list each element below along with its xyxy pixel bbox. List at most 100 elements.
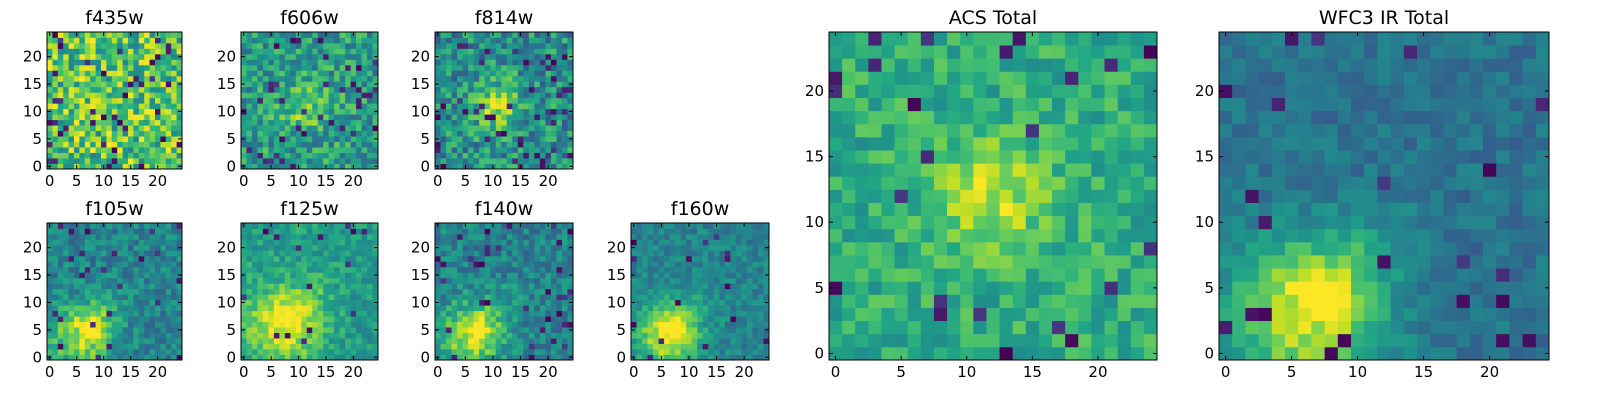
heatmap-cell: [550, 136, 557, 142]
heatmap-cell: [68, 70, 75, 77]
heatmap-cell: [323, 53, 330, 60]
heatmap-cell: [691, 233, 698, 240]
heatmap-cell: [350, 37, 357, 44]
heatmap-cell: [746, 327, 753, 333]
heatmap-cell: [279, 332, 286, 339]
heatmap-cell: [724, 223, 731, 229]
heatmap-cell: [367, 261, 373, 268]
heatmap-cell: [149, 81, 156, 88]
heatmap-cell: [479, 288, 486, 295]
heatmap-cell: [647, 250, 654, 257]
heatmap-cell: [284, 343, 291, 350]
heatmap-cell: [534, 277, 541, 284]
heatmap-cell: [501, 299, 508, 306]
heatmap-cell: [691, 305, 698, 312]
heatmap-cell: [63, 32, 69, 38]
heatmap-cell: [268, 272, 275, 279]
heatmap-cell: [719, 233, 726, 240]
heatmap-cell: [52, 244, 59, 251]
heatmap-cell: [484, 32, 491, 38]
heatmap-cell: [155, 92, 161, 99]
heatmap-cell: [495, 299, 502, 306]
heatmap-cell: [1143, 163, 1158, 177]
heatmap-cell: [691, 244, 698, 251]
heatmap-cell: [345, 228, 351, 235]
heatmap-cell: [1143, 281, 1158, 295]
heatmap-cell: [117, 64, 123, 71]
heatmap-cell: [451, 321, 458, 328]
heatmap-cell: [149, 299, 156, 306]
heatmap-cell: [730, 223, 737, 229]
heatmap-cell: [675, 332, 682, 339]
heatmap-cell: [84, 223, 91, 229]
heatmap-cell: [68, 321, 75, 328]
heatmap-cell: [301, 283, 308, 290]
heatmap-cell: [106, 283, 113, 290]
heatmap-cell: [128, 147, 134, 153]
heatmap-cell: [757, 316, 764, 323]
heatmap-cell: [457, 316, 463, 323]
heatmap-cell: [350, 233, 357, 240]
heatmap-cell: [367, 130, 373, 137]
heatmap-cell: [339, 321, 346, 328]
heatmap-cell: [122, 343, 129, 350]
heatmap-cell: [74, 92, 80, 99]
heatmap-cell: [95, 349, 102, 355]
heatmap-cell: [757, 277, 764, 284]
heatmap-cell: [57, 244, 64, 251]
heatmap-cell: [317, 152, 324, 159]
heatmap-cell: [171, 239, 177, 246]
heatmap-cell: [295, 81, 302, 88]
heatmap-cell: [165, 152, 172, 159]
heatmap-cell: [523, 64, 530, 71]
heatmap-cell: [273, 48, 280, 55]
heatmap-cell: [57, 332, 64, 339]
heatmap-cell: [262, 119, 269, 126]
heatmap-cell: [160, 310, 167, 317]
heatmap-cell: [84, 305, 91, 312]
heatmap-cell: [757, 255, 764, 262]
heatmap-cell: [561, 305, 568, 312]
heatmap-cell: [74, 81, 80, 88]
heatmap-cell: [160, 163, 167, 170]
heatmap-cell: [356, 327, 362, 333]
heatmap-cell: [446, 48, 452, 55]
heatmap-cell: [528, 81, 535, 88]
heatmap-cell: [550, 233, 557, 240]
heatmap-cell: [74, 349, 80, 355]
heatmap-cell: [101, 75, 107, 82]
heatmap-cell: [79, 272, 86, 279]
heatmap-cell: [74, 64, 80, 71]
heatmap-cell: [74, 97, 80, 104]
heatmap-cell: [440, 81, 447, 88]
heatmap-cell: [155, 288, 161, 295]
heatmap-cell: [528, 163, 535, 170]
heatmap-cell: [306, 147, 313, 153]
heatmap-cell: [561, 32, 568, 38]
heatmap-cell: [356, 75, 362, 82]
heatmap-cell: [517, 119, 524, 126]
heatmap-cell: [435, 97, 441, 104]
heatmap-cell: [350, 70, 357, 77]
heatmap-cell: [550, 70, 557, 77]
heatmap-cell: [973, 189, 987, 203]
heatmap-cell: [501, 244, 508, 251]
heatmap-cell: [556, 228, 563, 235]
heatmap-cell: [691, 283, 698, 290]
heatmap-cell: [484, 114, 491, 121]
heatmap-cell: [1143, 346, 1158, 361]
heatmap-cell: [262, 338, 269, 344]
heatmap-cell: [680, 244, 687, 251]
heatmap-cell: [451, 223, 458, 229]
y-tick-label: 15: [411, 266, 430, 284]
heatmap-cell: [328, 130, 335, 137]
heatmap-cell: [1052, 320, 1066, 335]
heatmap-cell: [262, 299, 269, 306]
heatmap-cell: [636, 349, 643, 355]
heatmap-cell: [947, 294, 961, 308]
heatmap-cell: [933, 281, 948, 295]
heatmap-cell: [160, 70, 167, 77]
heatmap-cell: [90, 283, 96, 290]
heatmap-cell: [664, 272, 671, 279]
heatmap-cell: [241, 152, 247, 159]
